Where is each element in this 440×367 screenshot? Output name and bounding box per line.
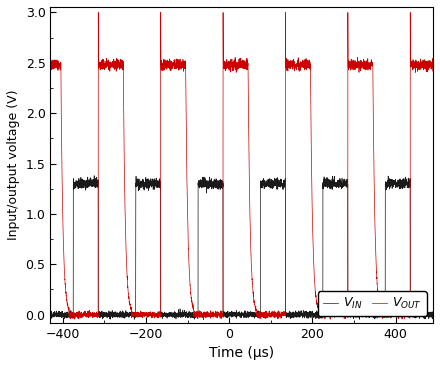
$V_{OUT}$ (430, 63, 436, 68)
$V_{OUT}$ (201, 317, 206, 322)
Line: $V_{IN}$: $V_{IN}$ (50, 176, 433, 319)
$V_{IN}$ (174, 312, 179, 316)
Line: $V_{OUT}$: $V_{OUT}$ (50, 12, 433, 320)
$V_{IN}$ (92, 174, 97, 178)
$V_{IN}$ (394, 185, 399, 189)
$V_{IN}$ (172, 312, 178, 316)
$V_{IN}$ (48, 310, 53, 314)
Legend: $V_{IN}$, $V_{OUT}$: $V_{IN}$, $V_{OUT}$ (318, 291, 427, 316)
$V_{OUT}$ (196, 312, 201, 316)
X-axis label: Time (μs): Time (μs) (209, 346, 274, 360)
$V_{IN}$ (196, 179, 201, 184)
$V_{OUT}$ (174, 59, 179, 63)
$V_{IN}$ (357, 317, 362, 321)
$V_{OUT}$ (172, 57, 178, 62)
$V_{IN}$ (396, 179, 401, 184)
$V_{OUT}$ (48, 62, 53, 66)
$V_{OUT}$ (396, 314, 401, 318)
$V_{OUT}$ (161, 65, 166, 69)
$V_{IN}$ (161, 314, 166, 319)
Y-axis label: Input/output voltage (V): Input/output voltage (V) (7, 90, 20, 240)
$V_{OUT}$ (95, 10, 101, 15)
$V_{OUT}$ (394, 312, 399, 316)
$V_{IN}$ (430, 310, 436, 315)
